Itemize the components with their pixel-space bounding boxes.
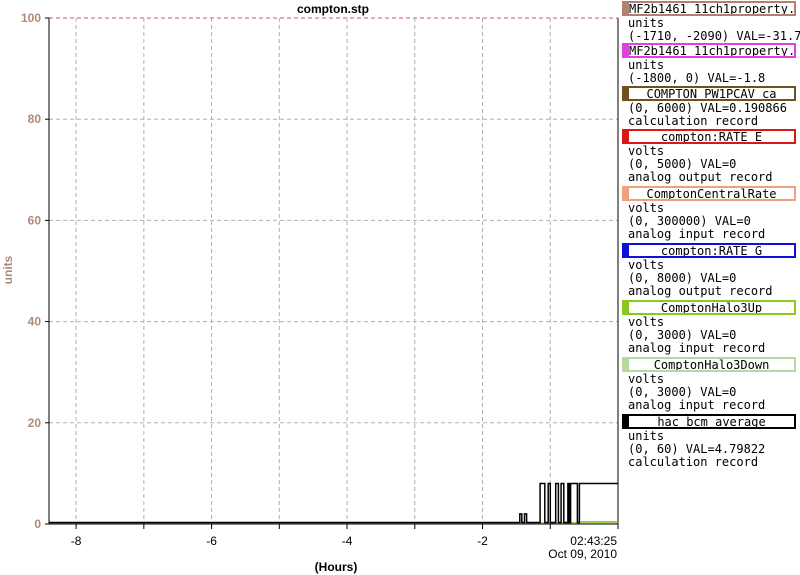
legend-detail-line: analog output record <box>628 170 773 184</box>
y-tick-label: 40 <box>28 315 42 329</box>
legend-detail-line: units <box>628 429 665 443</box>
legend-detail-line: (-1710, -2090) VAL=-31.7 <box>628 29 800 43</box>
legend-detail-line: units <box>628 58 665 72</box>
legend-detail-line: (0, 6000) VAL=0.190866 <box>628 101 787 115</box>
x-tick-label: -4 <box>342 534 353 548</box>
series-line-hac_bcm_average <box>49 482 618 524</box>
y-tick-label: 100 <box>21 11 41 25</box>
y-tick-label: 80 <box>28 112 42 126</box>
legend-detail-line: volts <box>628 144 665 158</box>
legend-detail-line: units <box>628 16 665 30</box>
end-date-label: Oct 09, 2010 <box>548 547 617 561</box>
chart-area: 0 20 40 60 80 100 -8 -6 -4 -2 compton.stp units (… <box>1 2 619 574</box>
series-lines <box>49 482 618 524</box>
legend-detail-line: volts <box>628 201 665 215</box>
legend-detail-line: (0, 3000) VAL=0 <box>628 328 737 342</box>
y-axis-label: units <box>1 255 15 284</box>
grid-lines <box>49 17 619 524</box>
legend-series-name: compton:RATE_G <box>622 243 796 258</box>
legend-detail-line: (0, 5000) VAL=0 <box>628 157 737 171</box>
plot-frame <box>48 18 619 525</box>
legend-detail-line: analog output record <box>628 284 773 298</box>
x-axis-label: (Hours) <box>315 560 358 574</box>
legend-detail-line: analog input record <box>628 341 766 355</box>
legend-detail-line: analog input record <box>628 398 766 412</box>
x-tick-label: -6 <box>206 534 217 548</box>
x-tick-label: -2 <box>477 534 488 548</box>
legend-series-name: compton:RATE_E <box>622 129 796 144</box>
legend-detail-line: (0, 3000) VAL=0 <box>628 385 737 399</box>
legend-detail-line: volts <box>628 372 665 386</box>
y-tick-label: 0 <box>34 517 41 531</box>
legend-detail-line: volts <box>628 258 665 272</box>
legend-series-name: COMPTON_PW1PCAV_ca <box>622 86 796 101</box>
y-tick-label: 20 <box>28 416 42 430</box>
legend-detail-line: (0, 8000) VAL=0 <box>628 271 737 285</box>
legend-series-name: ComptonHalo3Down <box>622 357 796 372</box>
y-tick-label: 60 <box>28 213 42 227</box>
legend-series-name: MF2b1461_11ch1property.E <box>622 43 796 58</box>
x-tick-label: -8 <box>71 534 82 548</box>
legend-series-name: MF2b1461_11ch1property.F <box>622 1 796 16</box>
legend: MF2b1461_11ch1property.F units (-1710, -20… <box>620 0 800 575</box>
legend-detail-line: calculation record <box>628 114 759 128</box>
end-time-label: 02:43:25 <box>570 534 617 548</box>
legend-detail-line: (-1800, 0) VAL=-1.8 <box>628 71 766 85</box>
legend-detail-line: (0, 60) VAL=4.79822 <box>628 442 766 456</box>
legend-detail-line: (0, 300000) VAL=0 <box>628 214 751 228</box>
axis-ticks: 0 20 40 60 80 100 -8 -6 -4 -2 <box>21 11 619 548</box>
legend-detail-line: volts <box>628 315 665 329</box>
legend-series-name: hac_bcm_average <box>622 414 796 429</box>
legend-detail-line: calculation record <box>628 455 759 469</box>
legend-series-name: ComptonHalo3Up <box>622 300 796 315</box>
legend-detail-line: analog input record <box>628 227 766 241</box>
chart-title: compton.stp <box>297 2 369 16</box>
legend-series-name: ComptonCentralRate <box>622 186 796 201</box>
